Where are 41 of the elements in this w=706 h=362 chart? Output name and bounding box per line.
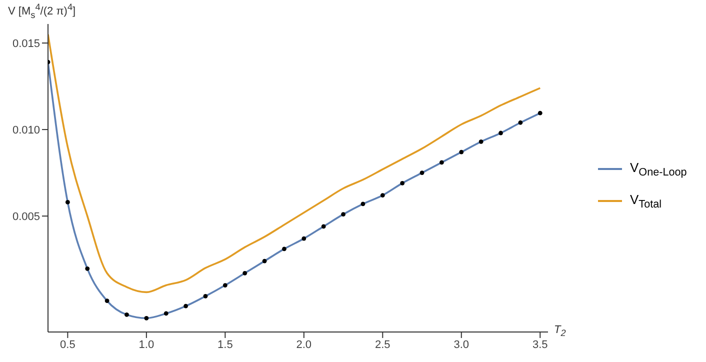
point bbox=[302, 236, 306, 241]
x-tick-label: 3.0 bbox=[454, 338, 470, 351]
point bbox=[124, 312, 129, 317]
point bbox=[65, 200, 70, 204]
point bbox=[459, 150, 464, 154]
y-tick-label: 0.015 bbox=[12, 38, 40, 50]
point bbox=[341, 212, 346, 217]
line-series bbox=[48, 33, 542, 294]
point bbox=[538, 110, 542, 116]
point bbox=[380, 193, 385, 198]
legend-label: V$_{One-Loop}$ bbox=[630, 160, 687, 178]
point bbox=[184, 304, 188, 308]
x-tick-label: 2.0 bbox=[296, 338, 312, 351]
point bbox=[400, 180, 405, 186]
x-tick-label: 1.5 bbox=[218, 338, 233, 351]
point bbox=[282, 246, 286, 252]
point bbox=[321, 224, 326, 229]
point bbox=[144, 316, 149, 320]
x-tick-label: 2.5 bbox=[374, 338, 390, 351]
point bbox=[242, 270, 248, 276]
point bbox=[498, 130, 503, 136]
point bbox=[104, 298, 110, 304]
point bbox=[420, 170, 424, 176]
x-axis-title: T$_{2}$ bbox=[554, 324, 566, 338]
point bbox=[222, 283, 228, 288]
legend-label: V$_{Total}$ bbox=[630, 192, 662, 210]
point bbox=[440, 160, 444, 165]
point bbox=[360, 202, 366, 206]
point bbox=[203, 294, 208, 298]
x-tick-label: 3.5 bbox=[532, 338, 548, 351]
point bbox=[85, 266, 90, 271]
y-tick-label: 0.010 bbox=[12, 124, 40, 136]
x-tick-label: 0.5 bbox=[60, 338, 76, 351]
y-tick-label: 0.005 bbox=[12, 210, 40, 223]
point bbox=[478, 139, 484, 144]
line-series bbox=[48, 61, 542, 320]
x-tick-label: 1.0 bbox=[138, 338, 154, 351]
y-axis-title: V [M$_{s}$$^{4}$/(2 π)$^{4}$] bbox=[8, 2, 76, 20]
point bbox=[518, 120, 523, 125]
point bbox=[164, 311, 168, 316]
point bbox=[262, 258, 267, 264]
